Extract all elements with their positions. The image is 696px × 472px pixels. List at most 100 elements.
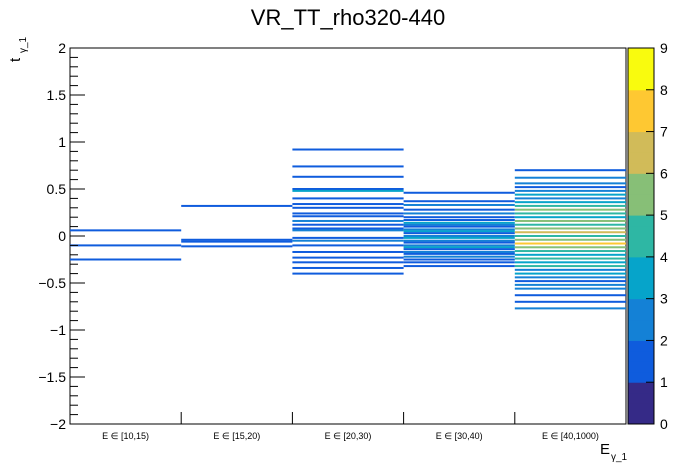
heatmap-bin [292, 215, 404, 218]
heatmap-bin [292, 165, 404, 168]
heatmap-bin [514, 300, 626, 303]
color-scale-slice [628, 79, 654, 91]
heatmap-bin [514, 186, 626, 189]
heatmap-bin [403, 258, 515, 261]
heatmap-bin [514, 307, 626, 310]
heatmap-bin [403, 191, 515, 194]
x-category-label: E ∈ [30,40) [436, 431, 483, 441]
heatmap-bin [514, 261, 626, 264]
heatmap-bin [292, 236, 404, 239]
heatmap-bin [292, 188, 404, 190]
color-scale-slice [628, 330, 654, 341]
heatmap-bin [514, 204, 626, 207]
color-scale-slice [628, 371, 654, 383]
heatmap-bin [403, 212, 515, 215]
heatmap-bin [403, 239, 515, 242]
color-scale-slice [628, 403, 654, 415]
heatmap-bin [292, 175, 404, 178]
color-scale-label: 7 [660, 124, 668, 140]
heatmap-bin [403, 225, 515, 228]
heatmap-bin [181, 245, 293, 248]
color-scale-slice [628, 183, 654, 195]
heatmap-bin [292, 250, 404, 253]
color-scale-slice [628, 236, 654, 247]
y-axis-label: t γ_1 [7, 36, 29, 62]
x-category-label: E ∈ [15,20) [213, 431, 260, 441]
heatmap-bin [292, 189, 404, 192]
color-scale-slice [628, 288, 654, 300]
heatmap-bin [292, 219, 404, 222]
heatmap-bin [514, 250, 626, 253]
y-tick-label: −1.5 [38, 369, 66, 385]
color-scale-slice [628, 361, 654, 373]
heatmap-bin [514, 189, 626, 192]
y-tick-label: 1.5 [47, 87, 67, 103]
heatmap-bin [514, 201, 626, 204]
color-scale-slice [628, 392, 654, 404]
heatmap-bin [514, 253, 626, 256]
heatmap-bin [514, 268, 626, 271]
color-scale-slice [628, 215, 654, 227]
chart-title: VR_TT_rho320-440 [251, 5, 445, 30]
y-tick-label: −1 [50, 322, 66, 338]
heatmap-bin [292, 227, 404, 230]
color-scale-label: 3 [660, 291, 668, 307]
color-scale-slice [628, 204, 654, 216]
y-axis: −2 −1.5 −1 −0.5 0 0.5 1 1.5 2 [38, 40, 85, 432]
y-tick-label: 1 [58, 134, 66, 150]
color-scale-slice [628, 319, 654, 331]
heatmap-bin [403, 232, 515, 235]
heatmap-bin [514, 223, 626, 226]
heatmap-bin [514, 242, 626, 245]
heatmap-bin [292, 206, 404, 209]
x-axis-label-main: E [600, 441, 610, 458]
heatmap-bin [514, 197, 626, 200]
heatmap-bin [403, 221, 515, 224]
heatmap-bin [292, 272, 404, 275]
color-scale-slice [628, 413, 654, 425]
heatmap-bin [70, 258, 182, 261]
heatmap-bin [403, 200, 515, 203]
y-tick-label: 0.5 [47, 181, 67, 197]
heatmap-bin [292, 212, 404, 215]
color-scale-slice [628, 89, 654, 101]
heatmap-bin [514, 294, 626, 297]
heatmap-bin [70, 244, 182, 247]
heatmap-bin [403, 203, 515, 206]
color-scale-slice [628, 298, 654, 310]
color-scale-slice [628, 58, 654, 70]
heatmap-bin [403, 223, 515, 226]
color-scale-slice [628, 121, 654, 133]
heatmap-bin [292, 223, 404, 226]
heatmap-bins [70, 148, 626, 310]
heatmap-bin [403, 228, 515, 231]
heatmap-bin [514, 272, 626, 275]
color-scale-slice [628, 350, 654, 362]
color-scale-label: 0 [660, 416, 668, 432]
x-axis-label-sub: γ_1 [611, 452, 628, 463]
heatmap-bin [403, 235, 515, 237]
color-scale-slice [628, 173, 654, 185]
heatmap-bin [514, 193, 626, 196]
heatmap-bin [403, 241, 515, 244]
color-scale-slice [628, 256, 654, 268]
heatmap-bin [514, 235, 626, 237]
y-tick-label: −0.5 [38, 275, 66, 291]
heatmap-bin [403, 246, 515, 249]
heatmap-bin [514, 219, 626, 222]
heatmap-bin [403, 250, 515, 253]
heatmap-bin [292, 239, 404, 242]
heatmap-bin [403, 252, 515, 255]
heatmap-bin [403, 261, 515, 264]
x-axis: E ∈ [10,15) E ∈ [15,20) E ∈ [20,30) E ∈ [30… [102, 412, 599, 441]
heatmap-bin [514, 208, 626, 211]
heatmap-bin [403, 230, 515, 233]
heatmap-bin [292, 148, 404, 151]
heatmap-bin [514, 169, 626, 172]
color-scale-slice [628, 110, 654, 122]
heatmap-bin [514, 257, 626, 260]
heatmap-bin [514, 238, 626, 241]
color-scale-slice [628, 48, 654, 59]
color-scale: 0 1 2 3 4 5 6 7 8 9 [627, 40, 668, 432]
